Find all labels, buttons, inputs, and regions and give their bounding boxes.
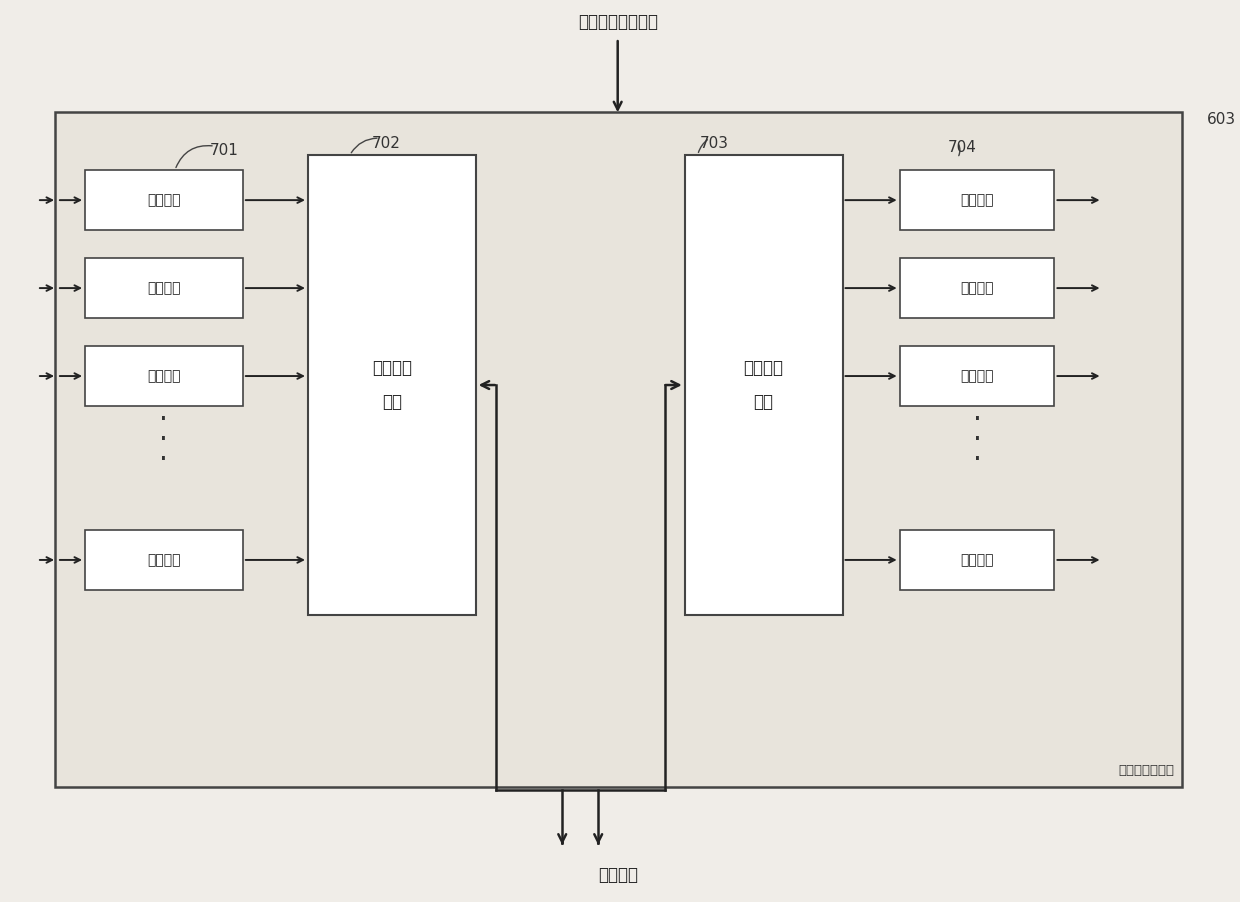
Text: ·: · bbox=[972, 406, 981, 434]
Bar bbox=[899, 258, 1054, 318]
Bar bbox=[308, 155, 476, 615]
Bar bbox=[55, 112, 1183, 787]
Text: 缓存资源控制模块: 缓存资源控制模块 bbox=[578, 14, 657, 32]
Bar bbox=[899, 530, 1054, 590]
Bar bbox=[899, 170, 1054, 230]
Text: ·: · bbox=[972, 446, 981, 474]
Text: 701: 701 bbox=[210, 143, 239, 158]
Text: 读取队列: 读取队列 bbox=[960, 193, 993, 207]
Text: ·: · bbox=[160, 446, 169, 474]
Bar bbox=[86, 170, 243, 230]
Text: ·: · bbox=[160, 426, 169, 454]
Bar bbox=[86, 258, 243, 318]
Text: 703: 703 bbox=[699, 136, 729, 152]
Text: 存储队列: 存储队列 bbox=[148, 553, 181, 567]
Text: 存储队列: 存储队列 bbox=[148, 193, 181, 207]
Bar bbox=[684, 155, 843, 615]
Text: 读取队列: 读取队列 bbox=[960, 553, 993, 567]
Text: 读取队列: 读取队列 bbox=[960, 369, 993, 383]
Text: 数据流控制模块: 数据流控制模块 bbox=[1118, 764, 1174, 777]
Text: 704: 704 bbox=[947, 140, 976, 155]
Bar bbox=[86, 346, 243, 406]
Text: 存储队列: 存储队列 bbox=[148, 281, 181, 295]
Text: 队列存储
模块: 队列存储 模块 bbox=[372, 359, 412, 411]
Bar bbox=[899, 346, 1054, 406]
Text: 702: 702 bbox=[372, 136, 401, 152]
Bar bbox=[86, 530, 243, 590]
Text: ·: · bbox=[972, 426, 981, 454]
Text: 读取队列: 读取队列 bbox=[960, 281, 993, 295]
Text: 603: 603 bbox=[1207, 112, 1235, 127]
Text: 队列调度
模块: 队列调度 模块 bbox=[744, 359, 784, 411]
Text: 存储队列: 存储队列 bbox=[148, 369, 181, 383]
Text: 缓存单元: 缓存单元 bbox=[598, 866, 637, 884]
Text: ·: · bbox=[160, 406, 169, 434]
